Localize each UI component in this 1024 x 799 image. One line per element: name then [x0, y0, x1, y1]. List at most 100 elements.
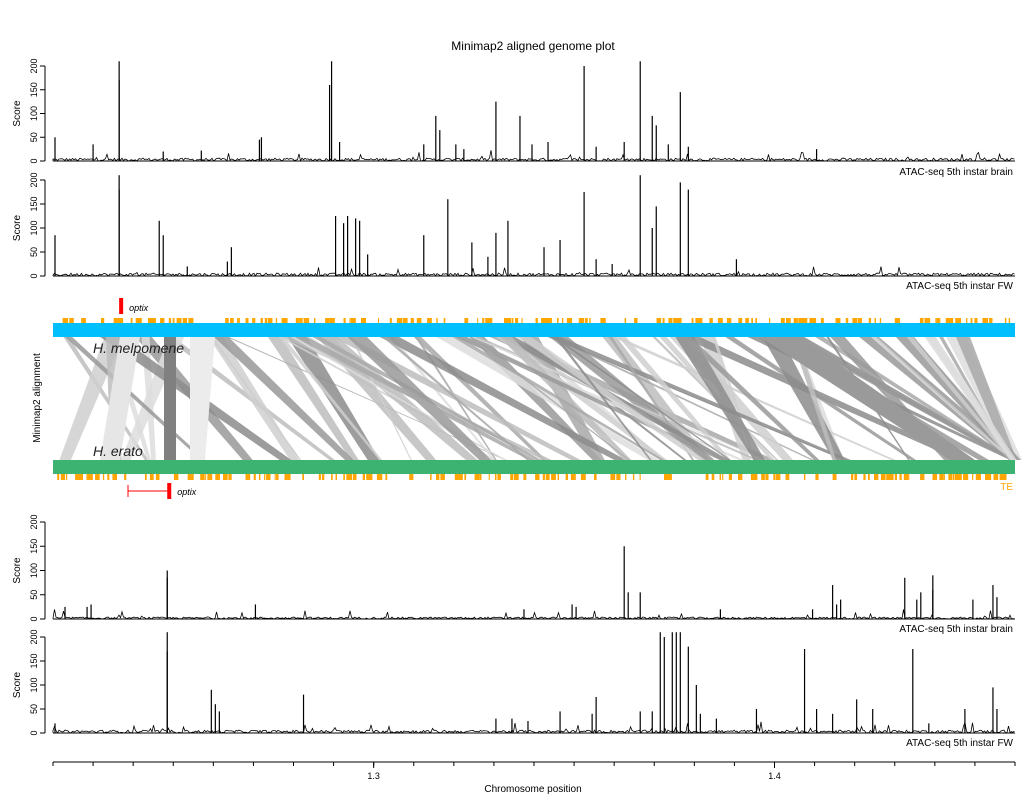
te-mark — [78, 474, 83, 480]
te-mark — [566, 318, 571, 323]
x-tick-label: 1.4 — [768, 771, 781, 781]
te-mark — [985, 474, 990, 480]
te-mark — [409, 474, 412, 480]
te-mark — [138, 318, 142, 323]
te-mark — [1008, 318, 1011, 323]
te-mark — [780, 318, 785, 323]
te-mark — [177, 318, 182, 323]
alignment-link — [906, 337, 1014, 460]
te-mark — [303, 318, 306, 323]
alignment-link — [436, 337, 659, 460]
te-mark — [385, 474, 388, 480]
te-mark — [229, 474, 232, 480]
te-mark — [719, 474, 722, 480]
te-mark — [351, 318, 356, 323]
alignment-link — [382, 337, 530, 460]
te-mark — [765, 474, 769, 480]
te-mark — [398, 318, 403, 323]
y-tick-label: 200 — [29, 514, 39, 529]
te-mark — [75, 474, 80, 480]
alignment-link — [499, 337, 632, 460]
alignment-link — [550, 337, 814, 460]
panel-label: ATAC-seq 5th instar brain — [899, 167, 1013, 178]
te-mark — [396, 318, 399, 323]
te-mark — [785, 474, 790, 480]
te-mark — [562, 318, 564, 323]
te-mark — [898, 318, 901, 323]
gene-label: optix — [177, 487, 197, 497]
te-mark — [612, 474, 615, 480]
chart-title: Minimap2 aligned genome plot — [451, 39, 615, 53]
alignment-link — [682, 337, 820, 460]
te-mark — [464, 474, 467, 480]
te-mark — [402, 318, 408, 323]
te-mark — [191, 474, 194, 480]
alignment-axis-label: Minimap2 alignment — [32, 353, 43, 443]
te-mark — [551, 474, 556, 480]
te-mark — [832, 474, 837, 480]
te-mark — [874, 318, 876, 323]
te-mark — [416, 318, 422, 323]
te-mark — [276, 474, 279, 480]
atac-panel-4: 0 50 100 150 200 Score ATAC-seq 5th instar FW — [12, 629, 1015, 749]
te-mark — [903, 474, 906, 480]
y-tick-label: 100 — [29, 677, 39, 692]
te-mark — [148, 318, 153, 323]
te-mark — [362, 474, 365, 480]
te-mark — [369, 474, 373, 480]
te-mark — [523, 474, 527, 480]
te-mark — [738, 318, 743, 323]
y-axis-label: Score — [12, 672, 23, 699]
te-mark — [705, 474, 709, 480]
te-mark — [325, 318, 330, 323]
te-mark — [594, 474, 597, 480]
te-mark — [160, 318, 165, 323]
te-mark — [258, 474, 261, 480]
te-mark — [343, 318, 346, 323]
y-tick-label: 200 — [29, 58, 39, 73]
te-mark — [60, 474, 66, 480]
te-mark — [264, 318, 268, 323]
te-mark — [982, 318, 985, 323]
signal-trace — [52, 720, 1015, 734]
te-mark — [899, 474, 902, 480]
te-mark — [513, 474, 517, 480]
te-mark — [880, 474, 886, 480]
te-mark — [490, 318, 493, 323]
te-mark — [90, 474, 93, 480]
te-mark — [616, 474, 621, 480]
alignment-link — [725, 337, 916, 460]
y-tick-label: 0 — [29, 730, 39, 735]
te-mark — [488, 474, 490, 480]
panel-label: ATAC-seq 5th instar FW — [906, 281, 1013, 292]
te-mark — [66, 474, 68, 480]
te-mark — [287, 474, 290, 480]
te-mark — [1000, 474, 1005, 480]
alignment-link — [548, 337, 851, 460]
alignment-link — [875, 337, 1012, 460]
gene-mark — [167, 483, 172, 499]
atac-panels: 0 50 100 150 200 Score ATAC-seq 5th instar bra… — [12, 58, 1015, 749]
te-mark — [497, 474, 501, 480]
top-genome-label: H. melpomene — [93, 340, 184, 356]
y-tick-label: 150 — [29, 539, 39, 554]
te-mark — [584, 318, 588, 323]
te-mark — [600, 318, 604, 323]
te-mark — [939, 474, 944, 480]
te-mark — [149, 474, 154, 480]
te-mark — [845, 318, 849, 323]
te-mark — [696, 318, 702, 323]
te-mark — [302, 474, 304, 480]
te-mark — [130, 318, 133, 323]
y-tick-label: 200 — [29, 172, 39, 187]
te-mark — [182, 318, 187, 323]
alignment-link — [190, 337, 215, 460]
te-mark — [970, 318, 973, 323]
te-mark — [945, 318, 949, 323]
te-mark — [482, 318, 485, 323]
alignment-link — [552, 337, 731, 460]
alignment-link — [208, 337, 299, 460]
te-mark — [738, 474, 743, 480]
te-mark — [237, 318, 240, 323]
alignment-link — [760, 337, 975, 460]
